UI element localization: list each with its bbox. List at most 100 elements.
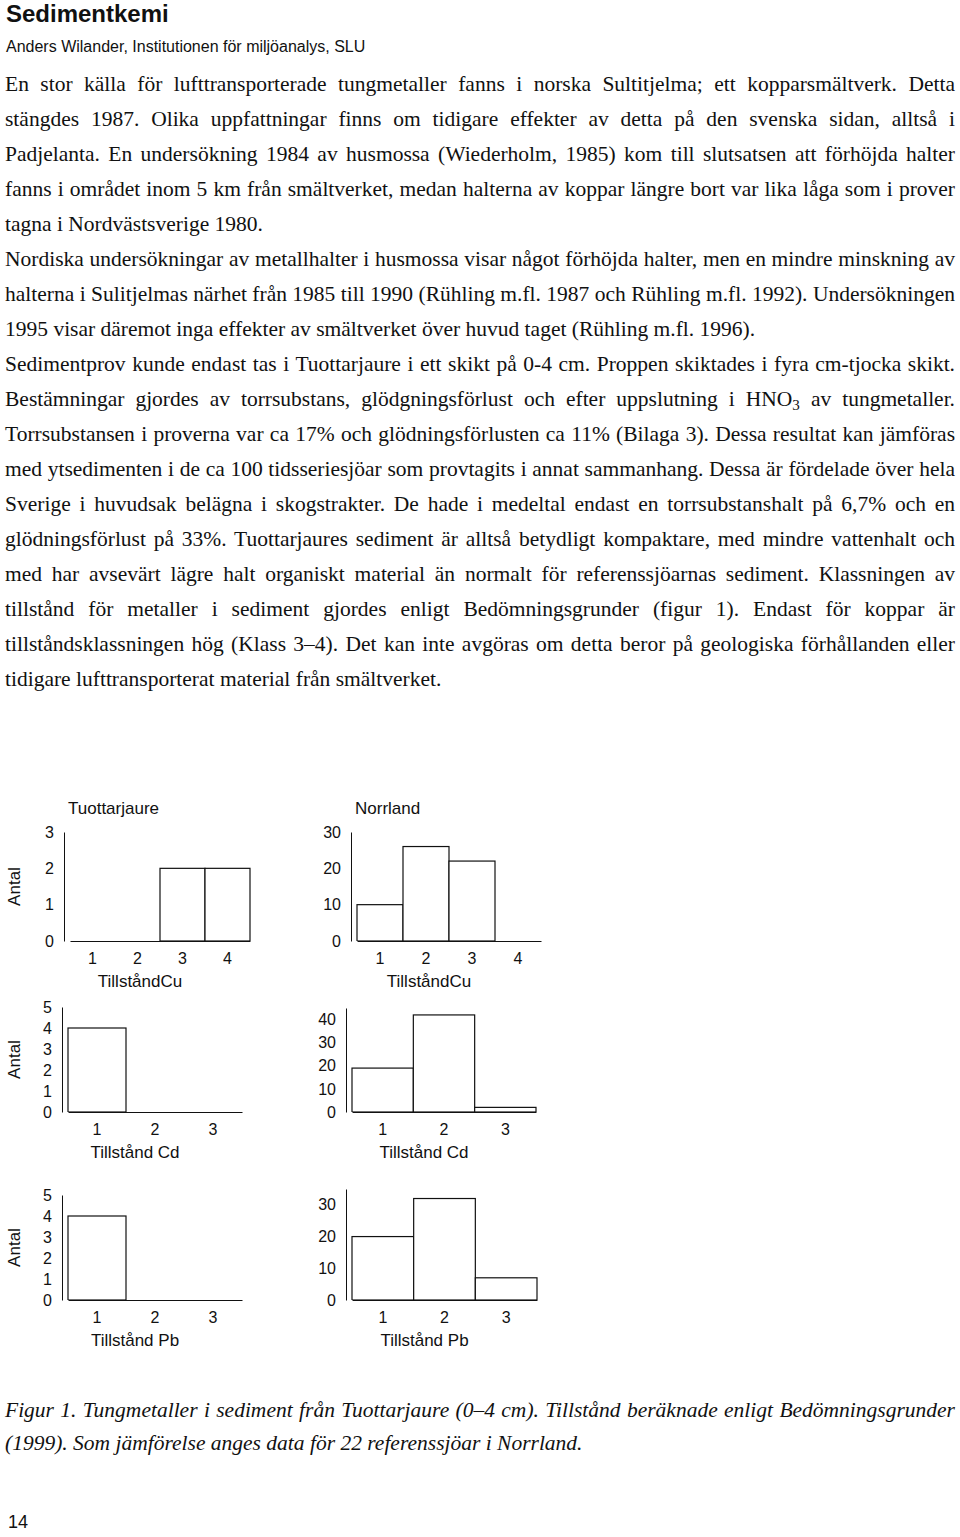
bar [70, 940, 115, 941]
tick: 3 [45, 824, 64, 841]
tick-label: 1 [93, 1309, 102, 1326]
bar [475, 1278, 537, 1300]
tick: 2 [151, 1121, 160, 1138]
tick-label: 0 [327, 1104, 336, 1121]
tick: 30 [318, 1034, 346, 1051]
tick-label: 4 [223, 950, 232, 967]
bars [352, 1015, 536, 1112]
tick: 20 [323, 860, 351, 877]
tick: 2 [133, 950, 142, 967]
bar [414, 1199, 476, 1300]
tick-label: 3 [45, 824, 54, 841]
tick-label: 2 [151, 1309, 160, 1326]
tick: 0 [45, 933, 64, 950]
tick-label: 4 [43, 1208, 52, 1225]
tick: 3 [501, 1121, 510, 1138]
tick-label: 3 [468, 950, 477, 967]
tick: 0 [43, 1292, 62, 1309]
tick: 1 [376, 950, 385, 967]
tick-label: 30 [318, 1034, 336, 1051]
tick-label: 2 [133, 950, 142, 967]
tick: 2 [43, 1250, 62, 1267]
tick: 10 [318, 1260, 346, 1277]
histogram: 010203040123Tillstånd Cd [318, 1009, 536, 1163]
tick: 5 [43, 1187, 62, 1204]
text-run: En stor källa för lufttransporterade tun… [5, 72, 955, 236]
tick: 2 [422, 950, 431, 967]
tick-label: 30 [318, 1196, 336, 1213]
x-axis-title: TillståndCu [98, 972, 182, 991]
tick: 3 [178, 950, 187, 967]
tick: 0 [327, 1292, 346, 1309]
tick-label: 10 [318, 1260, 336, 1277]
bars [357, 847, 495, 941]
tick: 3 [209, 1121, 218, 1138]
heading: Sedimentkemi [6, 0, 169, 28]
tick-label: 1 [376, 950, 385, 967]
tick-label: 3 [501, 1121, 510, 1138]
y-axis: 0 10 20 30 [323, 824, 351, 950]
caption: Figur 1. Tungmetaller i sediment från Tu… [5, 1394, 955, 1460]
axis-line [62, 1008, 63, 1113]
axis-line [351, 833, 352, 942]
tick: 30 [323, 824, 351, 841]
tick: 40 [318, 1011, 346, 1028]
tick-label: 0 [332, 933, 341, 950]
tick-label: 2 [151, 1121, 160, 1138]
tick-label: 10 [323, 896, 341, 913]
chart-title: Tuottarjaure [68, 799, 159, 818]
tick: 10 [318, 1081, 346, 1098]
tick: 20 [318, 1057, 346, 1074]
bar [352, 1237, 414, 1300]
bars [68, 1028, 126, 1112]
bars [68, 1216, 126, 1300]
tick: 0 [332, 933, 351, 950]
histogram: 012345123Tillstånd CdAntal [5, 999, 243, 1162]
tick-label: 5 [43, 1187, 52, 1204]
tick: 2 [440, 1309, 449, 1326]
tick-label: 10 [318, 1081, 336, 1098]
tick: 4 [223, 950, 232, 967]
subscript: 3 [792, 397, 800, 413]
bar [357, 905, 403, 941]
bar [413, 1015, 474, 1112]
tick: 3 [502, 1309, 511, 1326]
x-axis-title: TillståndCu [387, 972, 471, 991]
tick-label: 1 [43, 1083, 52, 1100]
tick: 3 [209, 1309, 218, 1326]
tick-label: 1 [93, 1121, 102, 1138]
axis-line [346, 1009, 347, 1113]
bar [184, 1299, 242, 1300]
y-axis: 0123 [45, 824, 64, 950]
tick-label: 3 [43, 1229, 52, 1246]
y-axis: 0 10 20 30 [318, 1190, 346, 1309]
x-axis-title: Tillstånd Pb [91, 1331, 179, 1350]
tick: 2 [45, 860, 64, 877]
tick: 30 [318, 1196, 346, 1213]
tick-label: 2 [45, 860, 54, 877]
tick: 1 [378, 1121, 387, 1138]
bars [352, 1199, 537, 1300]
paragraph: En stor källa för lufttransporterade tun… [5, 67, 955, 242]
page: Sedimentkemi Anders Wilander, Institutio… [0, 0, 960, 1537]
x-axis: 1 2 3 [69, 1113, 243, 1139]
tick-label: 0 [45, 933, 54, 950]
tick: 10 [323, 896, 351, 913]
tick: 20 [318, 1228, 346, 1245]
x-axis-title: Tillstånd Cd [379, 1143, 468, 1162]
author: Anders Wilander, Institutionen för miljö… [6, 38, 365, 56]
tick: 4 [514, 950, 523, 967]
bar [184, 1111, 242, 1112]
y-axis: 012345 [43, 999, 62, 1121]
x-axis-title: Tillstånd Cd [90, 1143, 179, 1162]
tick-label: 2 [43, 1250, 52, 1267]
text-run: Nordiska undersökningar av metallhalter … [5, 247, 955, 341]
axis-line [358, 941, 542, 942]
tick-label: 1 [378, 1309, 387, 1326]
bar [403, 847, 449, 941]
x-axis: 1 2 3 [69, 1301, 243, 1327]
tick: 2 [43, 1062, 62, 1079]
x-axis: 1 2 3 4 [358, 942, 542, 968]
axis-line [69, 1300, 243, 1301]
tick: 3 [468, 950, 477, 967]
